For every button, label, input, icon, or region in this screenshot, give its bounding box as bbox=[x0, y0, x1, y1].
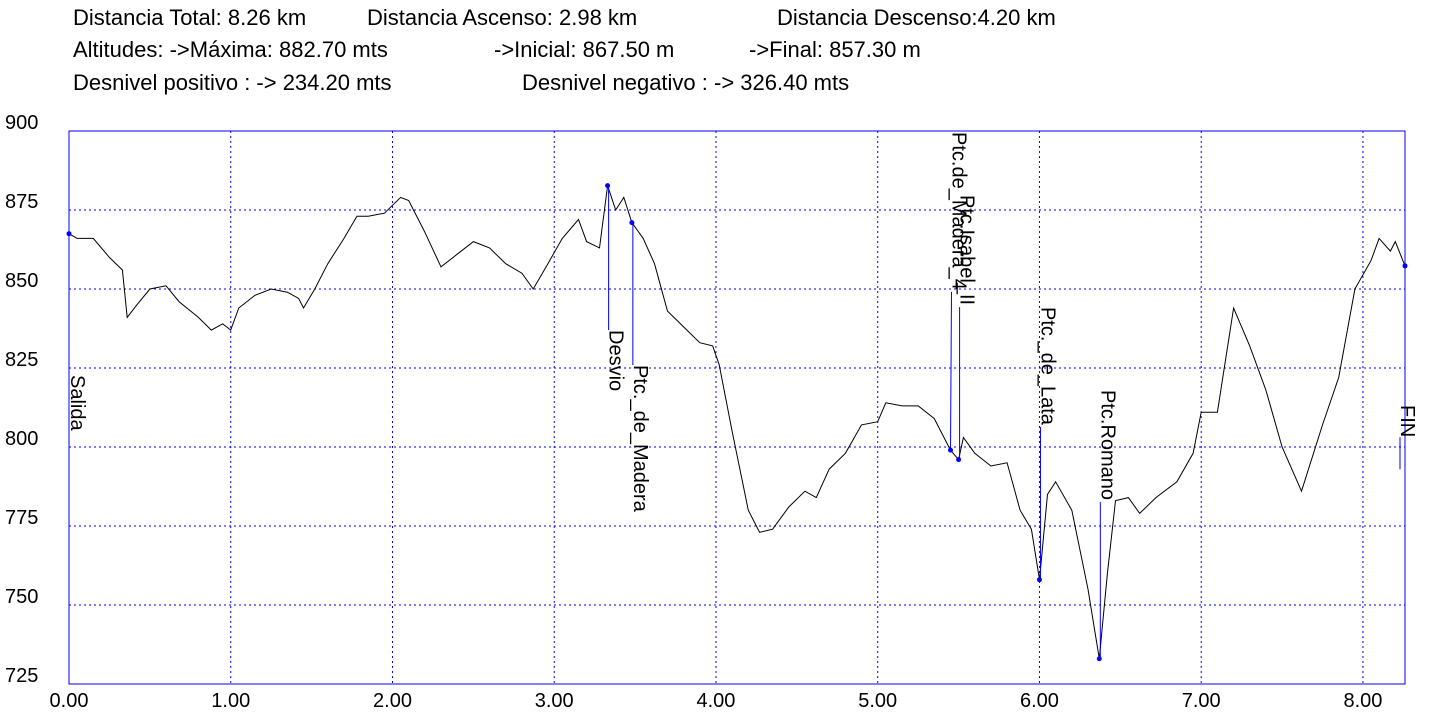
x-tick-label: 3.00 bbox=[535, 690, 574, 712]
y-tick-label: 800 bbox=[5, 428, 38, 450]
header-text: Distancia Total: 8.26 km bbox=[73, 5, 306, 30]
header-text: Altitudes: ->Máxima: 882.70 mts bbox=[73, 37, 388, 62]
waypoint-marker bbox=[1402, 263, 1408, 269]
x-tick-label: 8.00 bbox=[1343, 690, 1382, 712]
y-tick-label: 750 bbox=[5, 586, 38, 608]
y-tick-label: 825 bbox=[5, 349, 38, 371]
y-tick-label: 725 bbox=[5, 665, 38, 687]
annotation-leader bbox=[950, 291, 953, 451]
waypoint-marker bbox=[605, 183, 611, 189]
x-tick-label: 4.00 bbox=[697, 690, 736, 712]
annotation-label: Ptc.Romano bbox=[1096, 390, 1118, 500]
x-tick-label: 6.00 bbox=[1020, 690, 1059, 712]
header-text: Distancia Descenso:4.20 km bbox=[777, 5, 1056, 30]
x-tick-label: 0.00 bbox=[50, 690, 89, 712]
y-tick-label: 875 bbox=[5, 191, 38, 213]
x-tick-label: 2.00 bbox=[373, 690, 412, 712]
header-text: ->Inicial: 867.50 m bbox=[494, 37, 674, 62]
y-tick-label: 775 bbox=[5, 507, 38, 529]
x-tick-label: 1.00 bbox=[211, 690, 250, 712]
y-tick-label: 900 bbox=[5, 112, 38, 134]
annotation-label: Salida bbox=[66, 375, 88, 431]
y-tick-label: 850 bbox=[5, 270, 38, 292]
annotation-label: Desvio bbox=[605, 330, 627, 391]
header-text: Desnivel positivo : -> 234.20 mts bbox=[73, 70, 392, 95]
annotation-label: Ptc._de_Lata bbox=[1036, 307, 1058, 426]
waypoint-marker bbox=[629, 220, 635, 226]
annotation-label: FIN bbox=[1396, 405, 1418, 437]
waypoint-marker bbox=[1036, 577, 1042, 583]
header-text: ->Final: 857.30 m bbox=[749, 37, 921, 62]
x-tick-label: 7.00 bbox=[1182, 690, 1221, 712]
waypoint-marker bbox=[1096, 656, 1102, 662]
x-tick-label: 5.00 bbox=[858, 690, 897, 712]
annotation-label: Ptc.de_Madera_4 bbox=[948, 132, 970, 290]
header-text: Desnivel negativo : -> 326.40 mts bbox=[522, 70, 849, 95]
waypoint-marker bbox=[956, 457, 962, 463]
waypoint-marker bbox=[948, 447, 954, 453]
elevation-line bbox=[68, 185, 1406, 659]
header-text: Distancia Ascenso: 2.98 km bbox=[367, 5, 637, 30]
annotation-label: Ptc.Isabel_II bbox=[956, 195, 978, 305]
plot-border bbox=[68, 130, 1406, 685]
annotation-label: Ptc._de_Madera bbox=[629, 365, 651, 513]
waypoint-marker bbox=[66, 231, 72, 237]
